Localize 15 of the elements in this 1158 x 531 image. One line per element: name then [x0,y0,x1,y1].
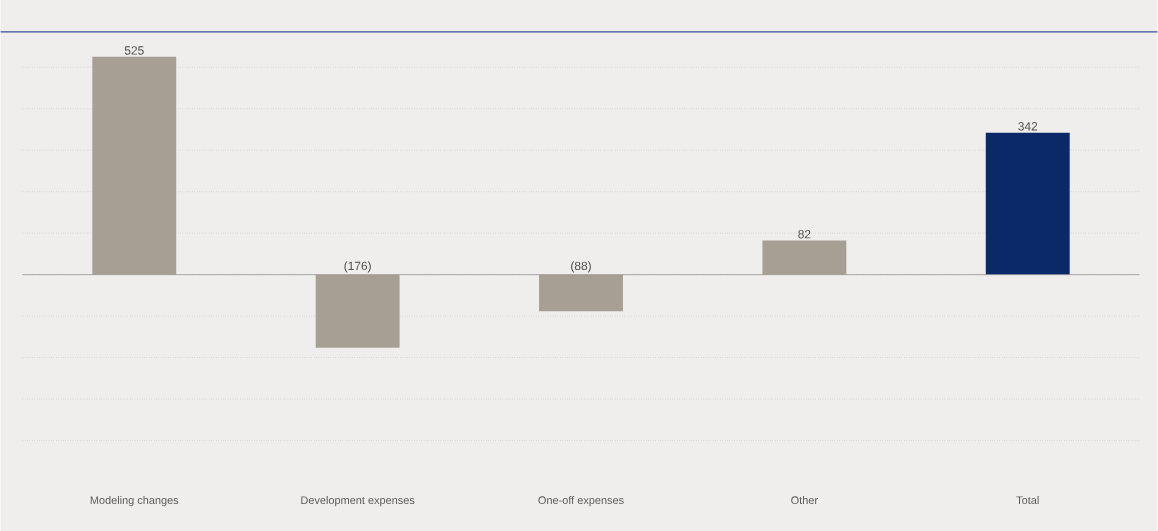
data-label: 82 [798,229,811,239]
bar [539,274,623,311]
x-tick-label: Total [1016,495,1039,504]
x-tick-label: Other [791,495,818,504]
bar [315,274,400,348]
bar [985,132,1070,275]
x-tick-label: One-off expenses [538,495,624,506]
data-label: 342 [1018,121,1038,131]
bar [92,56,177,275]
bar [762,240,847,275]
x-tick-label: Modeling changes [90,495,179,506]
x-tick-label: Development expenses [301,495,415,506]
data-label: (176) [344,261,371,273]
data-label: (88) [571,261,591,273]
data-label: 525 [124,45,144,55]
